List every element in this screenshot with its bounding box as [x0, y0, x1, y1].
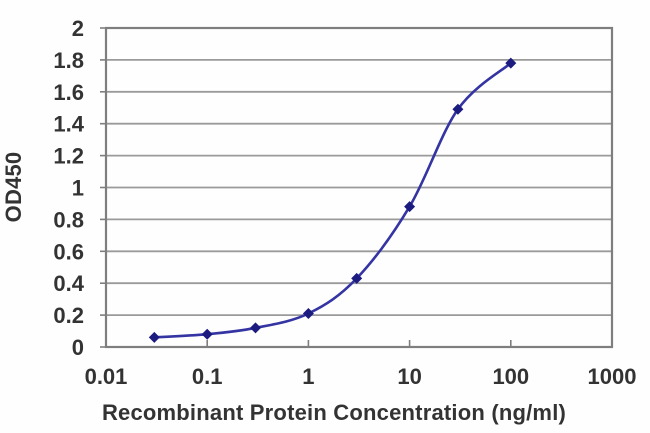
y-axis-title: OD450 — [1, 152, 26, 223]
x-tick-label: 0.01 — [85, 364, 128, 389]
data-point-marker — [201, 328, 213, 340]
y-tick-label: 2 — [72, 16, 84, 41]
data-point-marker — [302, 308, 314, 319]
x-tick-label: 100 — [492, 364, 529, 389]
y-tick-label: 0 — [72, 335, 84, 360]
plot-border — [104, 26, 614, 349]
data-point-marker — [505, 57, 517, 69]
x-tick-label: 0.1 — [192, 364, 223, 389]
data-series-group — [148, 57, 517, 343]
data-point-marker — [250, 322, 261, 334]
x-tick-labels-group: 0.01 0.1 1 10 100 1000 — [85, 364, 637, 389]
series-line — [154, 62, 512, 339]
x-tick-label: 1 — [302, 364, 314, 389]
plot-frame-group — [104, 26, 614, 349]
y-tick-label: 0.4 — [53, 271, 84, 296]
y-tick-labels-group: 0 0.2 0.4 0.6 0.8 1 1.2 1.4 1.6 1.8 2 — [53, 16, 84, 360]
y-tick-label: 1.6 — [53, 80, 84, 105]
y-tick-label: 0.2 — [53, 303, 84, 328]
data-point-marker — [148, 331, 160, 343]
data-point-marker — [452, 103, 464, 115]
y-tick-label: 1.4 — [53, 112, 84, 137]
x-tick-label: 10 — [397, 364, 421, 389]
y-tick-label: 1 — [72, 176, 84, 201]
y-tick-label: 1.2 — [53, 144, 84, 169]
data-point-marker — [404, 201, 416, 213]
x-axis-title: Recombinant Protein Concentration (ng/ml… — [102, 400, 566, 425]
data-point-marker — [351, 272, 363, 284]
y-tick-label: 1.8 — [53, 48, 84, 73]
gridlines-group — [106, 59, 612, 317]
axis-ticks-group — [100, 27, 613, 348]
y-tick-label: 0.8 — [53, 207, 84, 232]
y-tick-label: 0.6 — [53, 239, 84, 264]
x-tick-label: 1000 — [588, 364, 637, 389]
